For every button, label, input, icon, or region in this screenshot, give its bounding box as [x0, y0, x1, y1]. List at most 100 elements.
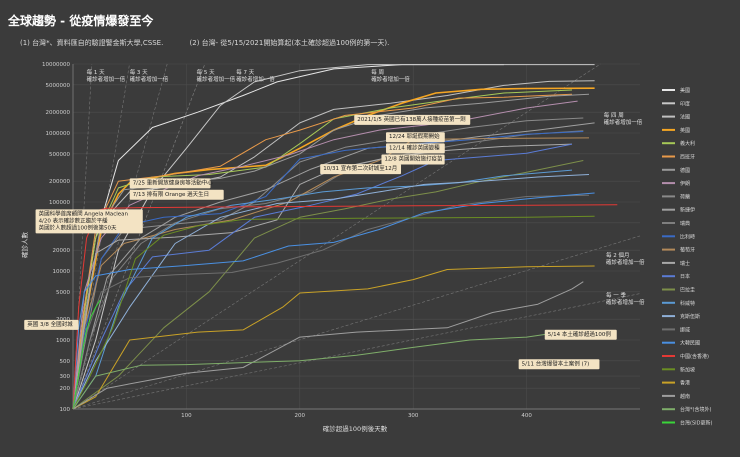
- y-tick-label: 10000: [53, 269, 71, 275]
- series-line-大韓民國: [72, 192, 595, 410]
- doubling-label-line: 每 3 天: [130, 68, 148, 76]
- doubling-label-line: 每 一 季: [606, 291, 626, 299]
- x-axis-label: 確診超過100例後天數: [323, 424, 388, 433]
- annotation-text: 10/31 宣布第二次封城至12月: [323, 164, 397, 172]
- legend-label: 挪威: [680, 326, 690, 333]
- annotation-box: [35, 209, 143, 234]
- series-line-日本: [72, 143, 573, 410]
- annotation-line: 4/20 表示確診數正趨於平緩: [39, 216, 109, 224]
- x-tick-label: 100: [181, 413, 192, 419]
- page-title: 全球趨勢 - 從疫情爆發至今: [8, 14, 154, 28]
- legend-label: 日本: [680, 273, 690, 280]
- annotation-text: 12/8 英國開始施打疫苗: [384, 154, 443, 162]
- legend-label: 瑞士: [680, 260, 690, 267]
- doubling-label: 每 1 天確診者增加一倍: [87, 68, 126, 83]
- annotation-box: [24, 319, 79, 330]
- annotation-text: 7/25 重新開放健身房等活動中心: [133, 178, 214, 186]
- series-line-香港: [72, 265, 595, 410]
- annotation-line: 12/24 耶誕假期開始: [389, 132, 440, 140]
- annotation-box: [320, 164, 402, 175]
- y-tick-label: 10000000: [42, 62, 70, 68]
- doubling-label: 每 四 周確診者增加一倍: [604, 111, 643, 126]
- doubling-label-line: 確診者增加一倍: [606, 298, 645, 306]
- y-tick-label: 500: [60, 359, 71, 365]
- doubling-label-line: 每 1 天: [87, 68, 105, 76]
- series-line-西班牙: [72, 93, 573, 410]
- annotation-line: 英國於人數超過100例後第50天: [39, 223, 117, 231]
- annotation-box: [518, 359, 600, 370]
- doubling-label-line: 確診者增加一倍: [130, 75, 169, 83]
- note-1: (1) 台灣*、資料匯自的驗證警金斯大學,CSSE.: [20, 39, 164, 47]
- doubling-label: 每 周確診者增加一倍: [371, 68, 410, 83]
- y-tick-label: 300: [60, 374, 71, 380]
- legend-label: 新捷伊: [680, 207, 695, 214]
- legend-label: 法國: [680, 114, 690, 121]
- legend-label: 英國: [680, 127, 690, 134]
- doubling-label-line: 每 5 天: [197, 68, 215, 76]
- y-tick-label: 1000000: [46, 131, 71, 137]
- legend-label: 越南: [680, 393, 690, 400]
- y-tick-label: 200000: [49, 179, 70, 185]
- series-line-德國: [72, 93, 590, 410]
- series-line-新捷伊: [72, 122, 595, 410]
- legend-label: 義大利: [680, 140, 695, 147]
- legend: 美國印度法國英國義大利西班牙德國伊朗荷蘭新捷伊瑞典比利時葡萄牙瑞士日本巴拉圭科威…: [662, 87, 712, 427]
- y-tick-label: 100000: [49, 200, 70, 206]
- annotation-text: 12/24 耶誕假期開始: [389, 132, 440, 140]
- legend-label: 葡萄牙: [680, 247, 695, 254]
- series-lines: [72, 64, 618, 410]
- doubling-label-line: 確診者增加一倍: [87, 75, 126, 83]
- annotation-box: [381, 154, 445, 165]
- doubling-guide-line: [72, 235, 641, 410]
- legend-label: 中國(含香港): [680, 353, 709, 360]
- y-tick-label: 1000: [56, 338, 70, 344]
- annotation-text: 7/13 排有限 Orange 過天生日: [133, 190, 209, 198]
- annotation-text: 英國 3/8 全國封城: [27, 320, 73, 328]
- doubling-guide-line: [72, 293, 641, 410]
- legend-label: 比利時: [680, 233, 695, 240]
- legend-label: 美國: [680, 87, 690, 94]
- annotation-line: 2021/1/5 英國已有138萬人接種疫苗第一劑: [357, 115, 466, 123]
- doubling-label-line: 每 2 個月: [606, 251, 630, 259]
- series-line-伊朗: [72, 100, 578, 410]
- annotation-line: 5/14 本土確診超過100例: [548, 330, 612, 338]
- legend-label: 科威特: [680, 300, 695, 307]
- legend-label: 德國: [680, 167, 690, 174]
- series-line-挪威: [72, 194, 590, 410]
- annotation-line: 12/14 確診英國變種: [389, 143, 440, 151]
- annotation-box: [385, 143, 445, 154]
- doubling-label-line: 確診者增加一倍: [236, 75, 275, 83]
- legend-label: 香港: [680, 380, 690, 387]
- legend-label: 新加坡: [680, 366, 695, 373]
- annotations: 2021/1/5 英國已有138萬人接種疫苗第一劑 12/24 耶誕假期開始 12/…: [24, 114, 617, 370]
- annotation-box: [544, 329, 617, 340]
- series-line-比利時: [72, 131, 584, 410]
- legend-label: 印度: [680, 100, 690, 107]
- legend-label: 荷蘭: [680, 193, 690, 200]
- annotation-text: 12/14 確診英國變種: [389, 143, 440, 151]
- doubling-label: 每 7 天確診者增加一倍: [236, 68, 275, 83]
- doubling-label-line: 確診者增加一倍: [604, 118, 643, 126]
- doubling-label-line: 確診者增加一倍: [606, 258, 645, 266]
- legend-label: 台灣*(含境外): [680, 406, 711, 413]
- doubling-label-line: 每 7 天: [236, 68, 254, 76]
- series-line-新加坡: [72, 215, 595, 410]
- annotation-line: 英國科學首席顧問 Angela Maclean: [39, 209, 129, 217]
- y-tick-label: 5000: [56, 290, 70, 296]
- y-axis-label: 確診人數: [20, 232, 29, 259]
- legend-label: 瑞典: [680, 220, 690, 227]
- doubling-label: 每 2 個月確診者增加一倍: [606, 251, 645, 266]
- legend-label: 伊朗: [680, 180, 690, 187]
- annotation-box: [385, 132, 445, 143]
- annotation-box: [129, 189, 224, 200]
- x-tick-label: 300: [408, 413, 419, 419]
- doubling-label: 每 3 天確診者增加一倍: [130, 68, 169, 83]
- series-line-巴拉圭: [72, 160, 584, 410]
- annotation-line: 7/25 重新開放健身房等活動中心: [133, 178, 214, 186]
- annotation-text: 5/11 台灣爆發本土案例 (7): [522, 359, 590, 367]
- x-tick-label: 400: [521, 413, 532, 419]
- chart-notes: (1) 台灣*、資料匯自的驗證警金斯大學,CSSE. (2) 台灣- 從5/15…: [20, 38, 413, 48]
- annotation-line: 7/13 排有限 Orange 過天生日: [133, 190, 209, 198]
